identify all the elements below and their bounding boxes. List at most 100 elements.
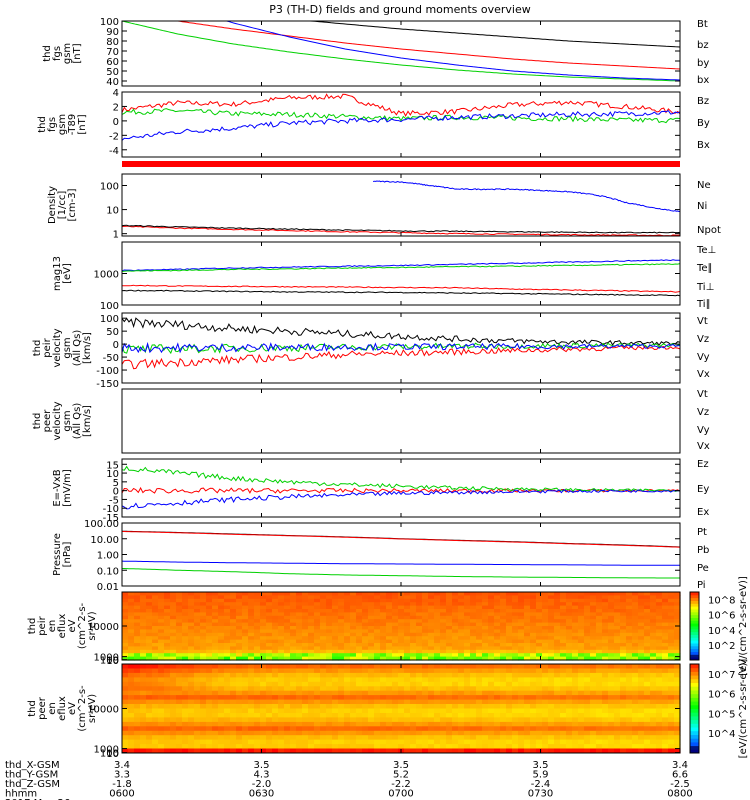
spectrogram-cell <box>512 664 519 669</box>
spectrogram-cell <box>146 602 153 607</box>
spectrogram-cell <box>512 708 519 714</box>
spectrogram-cell <box>482 598 489 603</box>
spectrogram-cell <box>452 730 459 736</box>
spectrogram-cell <box>230 632 237 637</box>
spectrogram-cell <box>128 629 135 634</box>
spectrogram-cell <box>230 622 237 627</box>
spectrogram-cell <box>524 668 531 674</box>
spectrogram-cell <box>386 643 393 647</box>
spectrogram-cell <box>260 708 267 714</box>
y-axis-label: eV <box>67 702 78 715</box>
legend-Ex: Ex <box>697 507 709 518</box>
spectrogram-cell <box>158 664 165 669</box>
spectrogram-cell <box>554 612 561 617</box>
spectrogram-cell <box>164 721 171 727</box>
spectrogram-cell <box>230 592 237 596</box>
y-tick-label: -2 <box>109 131 119 142</box>
spectrogram-cell <box>134 632 141 637</box>
spectrogram-cell <box>458 735 465 741</box>
spectrogram-cell <box>308 699 315 705</box>
spectrogram-cell <box>530 672 537 678</box>
spectrogram-cell <box>464 609 471 613</box>
spectrogram-cell <box>482 726 489 732</box>
spectrogram-cell <box>242 622 249 627</box>
spectrogram-cell <box>674 672 681 678</box>
spectrogram-cell <box>230 639 237 644</box>
spectrogram-cell <box>338 672 345 678</box>
spectrogram-cell <box>278 592 285 596</box>
spectrogram-cell <box>362 690 369 696</box>
spectrogram-cell <box>200 677 207 683</box>
spectrogram-cell <box>398 619 405 624</box>
spectrogram-cell <box>500 619 507 624</box>
spectrogram-cell <box>590 598 597 603</box>
spectrogram-cell <box>422 690 429 696</box>
spectrogram-cell <box>452 649 459 654</box>
spectrogram-cell <box>662 690 669 696</box>
spectrogram-cell <box>422 713 429 718</box>
spectrogram-cell <box>476 677 483 683</box>
spectrogram-cell <box>416 672 423 678</box>
spectrogram-cell <box>362 748 369 754</box>
spectrogram-cell <box>614 609 621 613</box>
spectrogram-cell <box>542 615 549 620</box>
spectrogram-cell <box>524 626 531 630</box>
spectrogram-cell <box>416 649 423 654</box>
spectrogram-cell <box>350 672 357 678</box>
spectrogram-cell <box>242 681 249 687</box>
spectrogram-cell <box>626 649 633 654</box>
spectrogram-cell <box>248 643 255 647</box>
spectrogram-cell <box>542 677 549 683</box>
spectrogram-cell <box>428 717 435 723</box>
spectrogram-cell <box>356 656 363 661</box>
spectrogram-cell <box>212 622 219 627</box>
spectrogram-cell <box>662 695 669 701</box>
spectrogram-cell <box>416 744 423 750</box>
spectrogram-cell <box>614 602 621 607</box>
spectrogram-cell <box>662 699 669 705</box>
spectrogram-cell <box>560 748 567 754</box>
spectrogram-cell <box>560 726 567 732</box>
spectrogram-cell <box>362 649 369 654</box>
spectrogram-cell <box>164 632 171 637</box>
spectrogram-cell <box>434 735 441 741</box>
spectrogram-cell <box>176 664 183 669</box>
spectrogram-cell <box>644 615 651 620</box>
spectrogram-cell <box>248 615 255 620</box>
spectrogram-cell <box>302 639 309 644</box>
spectrogram-cell <box>284 653 291 658</box>
spectrogram-cell <box>182 636 189 641</box>
spectrogram-cell <box>560 721 567 727</box>
spectrogram-cell <box>254 622 261 627</box>
spectrogram-cell <box>296 632 303 637</box>
spectrogram-cell <box>362 615 369 620</box>
spectrogram-cell <box>632 592 639 596</box>
spectrogram-cell <box>362 609 369 613</box>
spectrogram-cell <box>476 708 483 714</box>
spectrogram-cell <box>308 595 315 600</box>
spectrogram-cell <box>344 592 351 596</box>
legend-Bt: Bt <box>697 19 708 30</box>
spectrogram-cell <box>440 626 447 630</box>
spectrogram-cell <box>482 748 489 754</box>
spectrogram-cell <box>626 739 633 745</box>
spectrogram-cell <box>572 721 579 727</box>
spectrogram-cell <box>176 622 183 627</box>
spectrogram-cell <box>650 713 657 718</box>
spectrogram-cell <box>230 646 237 651</box>
spectrogram-cell <box>602 721 609 727</box>
legend-bx: bx <box>697 75 709 86</box>
spectrogram-cell <box>164 708 171 714</box>
spectrogram-cell <box>482 664 489 669</box>
spectrogram-cell <box>170 612 177 617</box>
spectrogram-cell <box>134 686 141 692</box>
spectrogram-cell <box>440 609 447 613</box>
spectrogram-cell <box>320 619 327 624</box>
spectrogram-cell <box>590 748 597 754</box>
spectrogram-cell <box>560 592 567 596</box>
spectrogram-cell <box>506 695 513 701</box>
spectrogram-cell <box>464 598 471 603</box>
y-tick-label: 100.00 <box>84 519 119 530</box>
spectrogram-cell <box>596 713 603 718</box>
spectrogram-cell <box>242 677 249 683</box>
